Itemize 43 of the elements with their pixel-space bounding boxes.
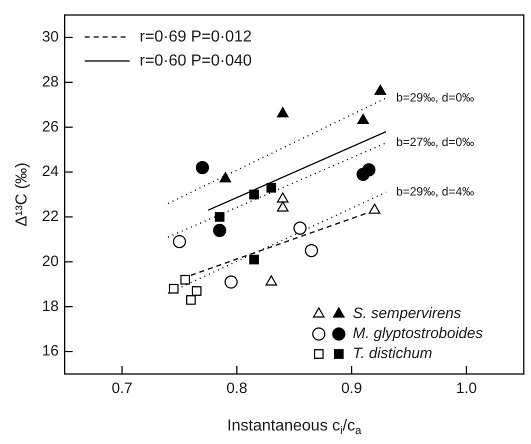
y-tick-label: 30: [42, 28, 59, 46]
annotation: b=27‰, d=0‰: [396, 135, 474, 150]
point: [276, 201, 289, 212]
legend-label: S. sempervirens: [352, 305, 462, 322]
point: [249, 190, 259, 200]
x-tick-label: 0.7: [112, 380, 133, 398]
point: [192, 286, 202, 296]
point: [249, 254, 259, 264]
point: [220, 172, 232, 182]
y-axis-title: Δ¹³C (‰): [13, 162, 30, 226]
y-tick-label: 20: [42, 252, 59, 270]
y-tick-label: 16: [42, 342, 59, 360]
point: [196, 160, 210, 174]
legend-label: r=0·60 P=0·040: [140, 52, 252, 70]
x-tick-label: 1.0: [456, 380, 477, 398]
point: [304, 244, 318, 258]
y-tick-label: 22: [42, 208, 59, 226]
annotation: b=29‰, d=0‰: [396, 90, 474, 104]
point: [357, 114, 369, 124]
point: [186, 295, 196, 305]
point: [276, 107, 289, 118]
point: [214, 212, 224, 222]
x-tick-label: 0.8: [226, 380, 248, 398]
point: [172, 235, 186, 248]
point: [168, 284, 179, 294]
point: [266, 182, 276, 193]
point: [293, 222, 307, 235]
legend-label: T. distichum: [352, 345, 432, 362]
y-tick-label: 18: [42, 298, 59, 315]
annotation: b=29‰, d=4‰: [396, 184, 474, 199]
point: [276, 192, 289, 203]
point: [213, 224, 226, 237]
point: [362, 163, 376, 176]
point: [368, 204, 380, 214]
point: [180, 274, 190, 285]
y-tick-label: 24: [42, 163, 59, 180]
point: [224, 275, 238, 289]
legend-label: r=0·69 P=0·012: [140, 28, 252, 46]
y-tick-label: 26: [42, 118, 59, 136]
y-tick-label: 28: [42, 73, 59, 90]
legend-label: M. glyptostroboides: [352, 325, 484, 342]
point: [374, 84, 386, 95]
x-tick-label: 0.9: [341, 380, 362, 398]
